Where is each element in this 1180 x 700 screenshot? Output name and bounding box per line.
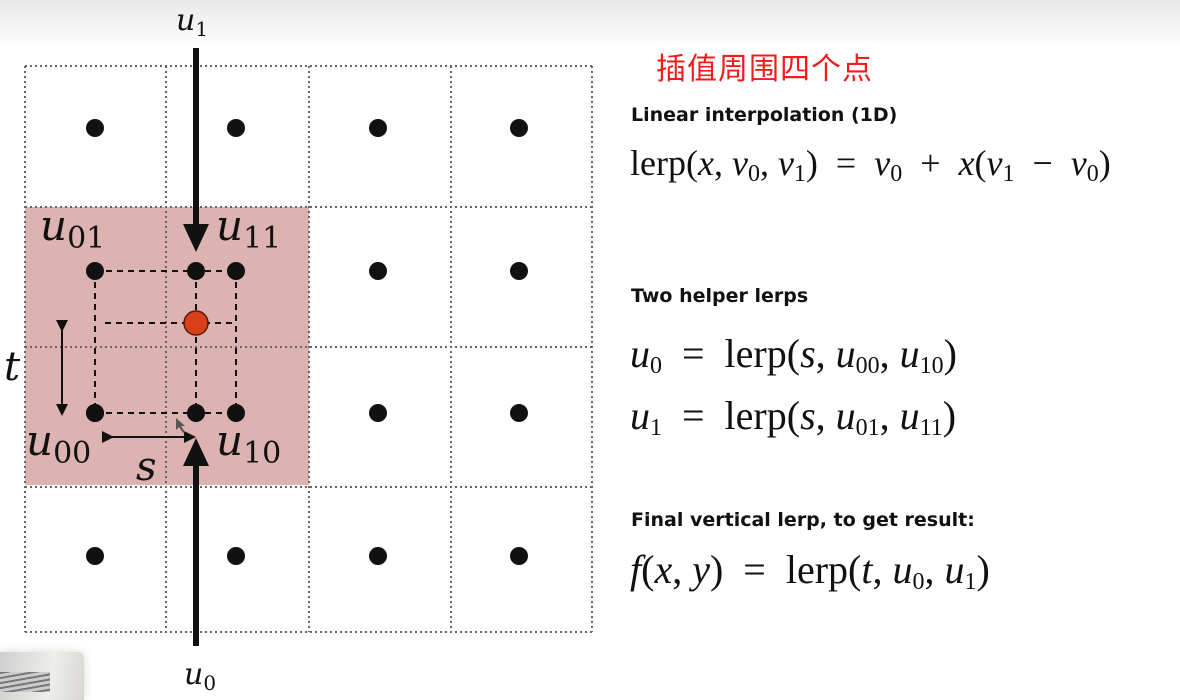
- heading-final-lerp: Final vertical lerp, to get result:: [631, 509, 975, 531]
- grid-sample-dot: [510, 262, 528, 280]
- top-bar: [0, 0, 1180, 46]
- cursor-icon: [176, 418, 185, 433]
- interp-dashed-lines: [94, 270, 237, 414]
- grid-sample-dot: [369, 262, 387, 280]
- formula-u0: u0 = lerp(s, u00, u10): [630, 331, 957, 379]
- heading-linear-interpolation: Linear interpolation (1D): [631, 104, 898, 126]
- label-u01: u01: [40, 201, 105, 256]
- grid-sample-dot: [510, 404, 528, 422]
- grid-sample-dot: [227, 547, 245, 565]
- formula-u1: u1 = lerp(s, u01, u11): [630, 393, 957, 441]
- heading-helper-lerps: Two helper lerps: [631, 285, 809, 307]
- formula-result: f(x, y) = lerp(t, u0, u1): [630, 547, 990, 595]
- grid-sample-dot: [227, 119, 245, 137]
- grid-lines: [24, 65, 593, 633]
- grid-sample-dot: [369, 404, 387, 422]
- bilinear-grid-diagram: u1 u0 u01 u11 u00 u10 t s: [4, 3, 593, 695]
- grid-sample-dot: [369, 547, 387, 565]
- corner-photo: [0, 652, 84, 700]
- annotation-note: 插值周围四个点: [656, 52, 873, 87]
- grid-sample-dot: [86, 119, 104, 137]
- grid-sample-dot: [227, 404, 245, 422]
- grid-sample-dot: [86, 262, 104, 280]
- grid-sample-dot: [510, 119, 528, 137]
- grid-sample-dot: [187, 404, 205, 422]
- interpolated-point: [183, 310, 209, 336]
- grid-sample-dot: [369, 119, 387, 137]
- label-u10: u10: [216, 416, 281, 471]
- label-u11: u11: [216, 201, 281, 256]
- grid-sample-dot: [510, 547, 528, 565]
- grid-sample-dot: [227, 262, 245, 280]
- label-u00: u00: [26, 416, 91, 471]
- grid-sample-dot: [86, 404, 104, 422]
- label-s: s: [136, 444, 157, 490]
- arrow-head-down: [183, 224, 209, 252]
- label-t: t: [4, 344, 21, 390]
- formula-lerp: lerp(x, v0, v1) = v0 + x(v1 − v0): [630, 143, 1111, 187]
- grid-sample-dot: [187, 262, 205, 280]
- label-u1-top: u1: [176, 3, 208, 41]
- label-u0-bottom: u0: [184, 657, 216, 695]
- sample-dots: [86, 119, 528, 565]
- arrow-head-up: [183, 438, 209, 466]
- grid-sample-dot: [86, 547, 104, 565]
